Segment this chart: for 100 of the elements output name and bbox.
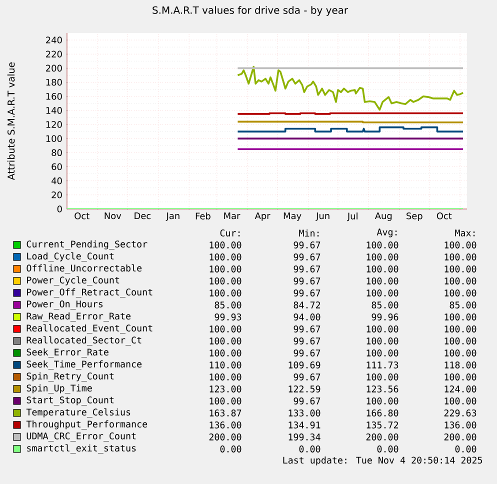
legend-label: smartctl_exit_status xyxy=(27,444,136,454)
text: Cur: xyxy=(220,230,240,236)
text: 100.00 xyxy=(444,350,476,356)
text: 100.00 xyxy=(366,326,398,332)
y-tick-label: 40 xyxy=(52,177,62,184)
legend-label: Raw_Read_Error_Rate xyxy=(26,312,131,322)
text: 123.56 xyxy=(366,386,398,392)
text: 100.00 xyxy=(444,338,476,344)
text: 118.00 xyxy=(444,362,476,368)
legend-label: Current_Pending_Sector xyxy=(26,240,148,250)
x-tick-label: Dec xyxy=(134,212,151,220)
x-tick-label: Apr xyxy=(254,212,270,221)
text: 99.96 xyxy=(372,314,398,320)
text: 100.00 xyxy=(366,350,398,356)
text: 0.00 xyxy=(220,446,242,452)
text: 94.00 xyxy=(294,314,320,320)
text: 0.00 xyxy=(299,446,320,452)
text: 99.67 xyxy=(294,326,320,332)
text: 100.00 xyxy=(210,266,242,272)
x-tick-label: Aug xyxy=(374,212,392,221)
text: 100.00 xyxy=(444,254,476,260)
text: 100.00 xyxy=(210,398,242,404)
text: 163.87 xyxy=(210,410,242,416)
legend-label: Start_Stop_Count xyxy=(26,396,114,406)
legend-label: Reallocated_Sector_Ct xyxy=(26,336,142,346)
text: 110.00 xyxy=(210,362,242,368)
text: 100.00 xyxy=(366,398,398,404)
x-tick-label: Oct xyxy=(74,212,90,220)
text: Max: xyxy=(455,230,475,236)
text: 99.67 xyxy=(294,290,320,296)
text: 100.00 xyxy=(444,398,476,404)
text: 100.00 xyxy=(366,290,398,296)
text: 133.00 xyxy=(288,410,320,416)
text: Last update: Tue Nov 4 20:50:14 2025 xyxy=(283,456,482,466)
text: 100.00 xyxy=(366,338,398,344)
y-tick-label: 20 xyxy=(52,192,62,198)
x-tick-label: Oct xyxy=(436,212,452,220)
text: 100.00 xyxy=(366,254,398,260)
legend-label: Reallocated_Event_Count xyxy=(26,324,152,334)
text: 0.00 xyxy=(377,446,398,452)
text: 0.00 xyxy=(455,446,476,452)
text: 100.00 xyxy=(444,314,476,320)
text: 85.00 xyxy=(450,302,476,308)
text: 99.67 xyxy=(294,278,320,284)
text: 100.00 xyxy=(210,350,242,356)
text: 100.00 xyxy=(210,278,242,284)
text: 100.00 xyxy=(366,278,398,284)
x-tick-label: Jan xyxy=(166,212,180,221)
legend-label: Offline_Uncorrectable xyxy=(26,264,142,274)
text: 200.00 xyxy=(366,434,398,440)
x-tick-label: May xyxy=(284,212,302,221)
text: 99.67 xyxy=(294,398,320,404)
x-tick-label: Feb xyxy=(196,212,210,220)
y-tick-label: 200 xyxy=(46,64,62,72)
y-tick-label: 180 xyxy=(46,78,62,86)
y-tick-label: 160 xyxy=(46,92,62,100)
text: 100.00 xyxy=(444,278,476,284)
x-tick-label: Mar xyxy=(224,212,240,220)
y-tick-label: 220 xyxy=(46,50,62,58)
text: 136.00 xyxy=(210,422,242,428)
text: 99.93 xyxy=(214,314,242,320)
text: 100.00 xyxy=(444,266,476,272)
legend-label: Temperature_Celsius xyxy=(26,408,130,418)
text: 229.63 xyxy=(444,410,476,416)
legend-label: UDMA_CRC_Error_Count xyxy=(26,432,136,442)
text: 122.59 xyxy=(288,386,320,392)
legend-label: Throughput_Performance xyxy=(26,420,148,430)
text: 100.00 xyxy=(210,374,242,380)
text: 100.00 xyxy=(210,338,242,344)
text: 100.00 xyxy=(210,254,242,260)
y-tick-label: 80 xyxy=(52,149,62,156)
y-tick-label: 60 xyxy=(52,163,62,170)
text: 100.00 xyxy=(366,266,398,272)
text: 100.00 xyxy=(444,242,476,248)
text: 200.00 xyxy=(444,434,476,440)
legend-label: Power_Cycle_Count xyxy=(27,276,120,286)
text: 100.00 xyxy=(210,290,242,296)
text: 136.00 xyxy=(444,422,476,428)
text: 99.67 xyxy=(294,254,320,260)
x-tick-label: Sep xyxy=(406,212,422,222)
text: 84.72 xyxy=(294,302,320,308)
text: 100.00 xyxy=(210,242,242,248)
y-tick-label: 140 xyxy=(46,107,62,114)
legend-label: Seek_Time_Performance xyxy=(26,360,142,370)
text: 111.73 xyxy=(366,362,398,368)
text: 99.67 xyxy=(294,350,320,356)
text: 166.80 xyxy=(366,410,398,416)
text: 100.00 xyxy=(444,290,476,296)
legend-label: Power_Off_Retract_Count xyxy=(27,288,152,298)
text: 100.00 xyxy=(366,374,398,380)
x-tick-label: Nov xyxy=(104,212,122,220)
x-tick-label: Jul xyxy=(346,212,358,222)
text: 109.69 xyxy=(288,362,320,368)
y-axis-title: Attribute S.M.A.R.T value xyxy=(7,62,15,180)
legend-label: Seek_Error_Rate xyxy=(26,348,108,358)
text: 99.67 xyxy=(294,242,320,248)
y-tick-label: 120 xyxy=(46,121,62,128)
legend-label: Power_On_Hours xyxy=(27,300,103,310)
text: 100.00 xyxy=(366,242,398,248)
text: Min: xyxy=(299,230,319,236)
